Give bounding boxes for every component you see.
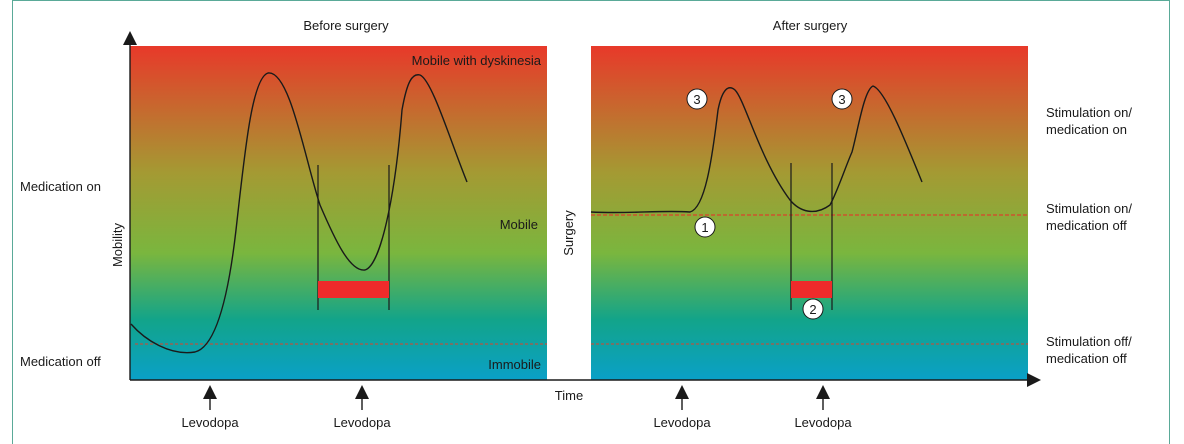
after-title: After surgery <box>773 18 848 33</box>
stim-off-med-off-label-1: Stimulation off/ <box>1046 334 1132 349</box>
svg-text:Levodopa: Levodopa <box>653 415 711 430</box>
svg-text:3: 3 <box>838 92 845 107</box>
levodopa-dose-2: Levodopa <box>333 385 391 430</box>
y-axis-label: Mobility <box>110 222 125 267</box>
off-period-bar-after <box>791 281 832 298</box>
marker-2: 2 <box>802 298 824 320</box>
mobility-curve-after <box>590 85 923 214</box>
svg-text:1: 1 <box>701 220 708 235</box>
medication-on-label: Medication on <box>20 179 101 194</box>
after-panel <box>591 46 1028 380</box>
mobility-curve-before <box>130 72 468 354</box>
svg-text:3: 3 <box>693 92 700 107</box>
svg-text:Levodopa: Levodopa <box>794 415 852 430</box>
marker-1: 1 <box>694 216 716 238</box>
off-period-bar-before <box>318 281 389 298</box>
before-title: Before surgery <box>303 18 389 33</box>
svg-text:Levodopa: Levodopa <box>181 415 239 430</box>
stim-on-med-on-label-2: medication on <box>1046 122 1127 137</box>
medication-off-label: Medication off <box>20 354 101 369</box>
zone-dyskinesia-label: Mobile with dyskinesia <box>412 53 542 68</box>
stim-off-med-off-label-2: medication off <box>1046 351 1127 366</box>
surgery-label: Surgery <box>561 210 576 256</box>
levodopa-dose-4: Levodopa <box>794 385 852 430</box>
zone-immobile-label: Immobile <box>488 357 541 372</box>
stim-on-med-off-label-2: medication off <box>1046 218 1127 233</box>
svg-text:2: 2 <box>809 302 816 317</box>
svg-text:Levodopa: Levodopa <box>333 415 391 430</box>
zone-mobile-label: Mobile <box>500 217 538 232</box>
stim-on-med-off-label-1: Stimulation on/ <box>1046 201 1132 216</box>
x-axis-label: Time <box>555 388 583 403</box>
stim-on-med-on-label-1: Stimulation on/ <box>1046 105 1132 120</box>
marker-3a: 3 <box>686 88 708 110</box>
marker-3b: 3 <box>831 88 853 110</box>
before-panel <box>130 46 547 380</box>
levodopa-dose-1: Levodopa <box>181 385 239 430</box>
levodopa-dose-3: Levodopa <box>653 385 711 430</box>
